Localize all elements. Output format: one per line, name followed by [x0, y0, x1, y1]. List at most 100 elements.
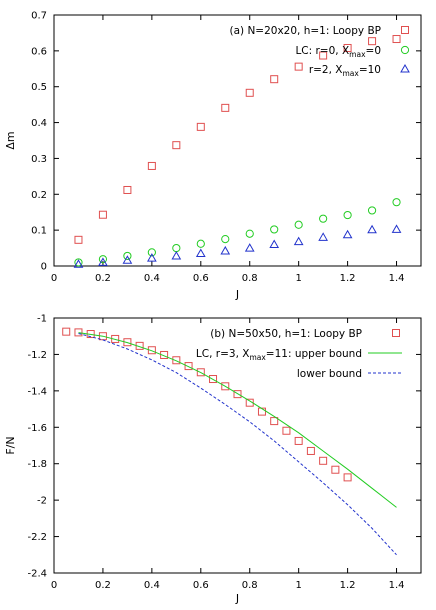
y-tick-label-b: -2	[37, 496, 47, 507]
data-point-a-s0	[172, 141, 181, 150]
data-point-b-s0	[184, 362, 193, 371]
data-point-a-s1	[147, 248, 156, 257]
data-point-a-s0	[98, 210, 107, 219]
x-tick-label-a: 1.4	[389, 273, 405, 284]
y-tick-label-b: -2.2	[27, 532, 47, 543]
x-tick-label-b: 1	[295, 580, 301, 591]
y-tick-label-b: -1.6	[27, 423, 47, 434]
x-tick-label-b: 1.2	[340, 580, 356, 591]
data-point-a-s0	[74, 235, 83, 244]
data-point-a-s1	[392, 198, 401, 207]
legend-marker-b-s0	[392, 329, 400, 337]
x-tick-label-b: 0.6	[193, 580, 209, 591]
x-tick-label-b: 1.4	[389, 580, 405, 591]
data-point-a-s0	[147, 161, 156, 170]
data-point-a-s0	[343, 43, 352, 52]
data-point-a-s2	[195, 248, 206, 257]
data-point-a-s2	[318, 232, 328, 241]
data-point-a-s2	[269, 239, 280, 248]
data-point-a-s1	[367, 206, 377, 215]
y-tick-label-b: -1	[37, 314, 47, 325]
data-point-a-s1	[74, 258, 83, 267]
panel-b: 0 0.2 0.4 0.6 0.8 1 1.2 1.4 -1 -1.2 -1.4 -1.6 -1.8 -2…	[4, 314, 422, 605]
y-tick-label-a: 0.1	[31, 226, 47, 237]
data-point-a-s2	[342, 229, 353, 239]
data-point-a-s1	[245, 229, 254, 238]
data-point-a-s1	[123, 251, 132, 261]
data-point-b-s0	[294, 436, 303, 445]
data-point-b-s0	[74, 328, 83, 337]
data-point-a-s2	[220, 245, 231, 255]
data-point-a-s0	[368, 37, 377, 46]
data-point-a-s0	[392, 35, 401, 44]
data-point-a-s2	[73, 259, 84, 268]
data-point-a-s1	[221, 235, 230, 244]
data-point-b-s0	[172, 356, 181, 365]
x-tick-label-b: 0.4	[144, 580, 160, 591]
data-point-a-s0	[245, 88, 254, 97]
data-point-b-s0	[123, 338, 132, 347]
legend-b-label-upper-bound: LC, r=3, Xmax=11: upper bound	[196, 348, 362, 362]
data-point-b-s0	[196, 368, 205, 377]
series-line-b-s1	[78, 332, 397, 508]
data-point-b-s0	[221, 382, 230, 391]
data-point-b-s0	[209, 375, 218, 384]
legend-a: (a) N=20x20, h=1: Loopy BP LC: r=0, Xmax…	[229, 25, 410, 78]
y-tick-label-a: 0.3	[31, 154, 47, 165]
data-point-a-s1	[98, 255, 108, 264]
data-point-b-s0	[62, 327, 71, 336]
data-point-a-s0	[319, 51, 328, 60]
x-tick-label-a: 0.4	[144, 273, 160, 284]
x-tick-label-b: 0	[51, 580, 57, 591]
series-line-b-s2	[78, 333, 397, 556]
data-point-a-s2	[244, 243, 255, 252]
data-point-a-s1	[196, 239, 205, 248]
data-point-a-s2	[293, 236, 304, 246]
data-point-b-s0	[319, 456, 328, 465]
data-point-a-s1	[319, 214, 328, 223]
data-point-b-s0	[270, 417, 279, 426]
panel-a: 0 0.2 0.4 0.6 0.8 1 1.2 1.4 0 0.1 0.2 0.3 0.4 0.5 0.6 0…	[4, 11, 422, 301]
data-point-a-s0	[196, 122, 205, 131]
data-point-a-s2	[391, 224, 402, 233]
data-point-a-s2	[98, 257, 108, 266]
data-point-b-s0	[331, 465, 340, 474]
x-tick-label-a: 1	[295, 273, 301, 284]
legend-a-label-r2: r=2, Xmax=10	[309, 64, 381, 78]
data-point-b-s0	[147, 346, 156, 355]
x-tick-label-a: 0	[51, 273, 57, 284]
y-tick-label-a: 0.4	[31, 118, 47, 129]
legend-a-label-lc-r0: LC: r=0, Xmax=0	[295, 45, 381, 59]
legend-b-label-loopy-bp: (b) N=50x50, h=1: Loopy BP	[210, 328, 362, 340]
data-point-a-s0	[123, 185, 132, 194]
y-tick-label-a: 0.7	[31, 11, 47, 22]
legend-a-label-loopy-bp: (a) N=20x20, h=1: Loopy BP	[229, 25, 381, 37]
legend-marker-a-s1	[400, 45, 410, 55]
data-point-b-s0	[233, 390, 242, 399]
x-tick-label-b: 0.8	[242, 580, 258, 591]
data-point-b-s0	[282, 426, 291, 435]
x-tick-label-a: 0.2	[95, 273, 111, 284]
x-axis-label-a: J	[235, 288, 239, 301]
legend-b: (b) N=50x50, h=1: Loopy BP LC, r=3, Xmax…	[196, 328, 402, 380]
y-axis-label-a: Δm	[4, 131, 17, 149]
y-tick-label-a: 0	[41, 262, 47, 273]
x-axis-label-b: J	[235, 592, 239, 605]
legend-b-label-lower-bound: lower bound	[297, 368, 362, 380]
y-tick-label-a: 0.2	[31, 190, 47, 201]
data-point-a-s2	[367, 224, 377, 234]
y-tick-label-b: -2.4	[27, 569, 47, 580]
x-tick-label-a: 0.6	[193, 273, 209, 284]
data-point-a-s2	[147, 253, 157, 262]
x-tick-label-b: 0.2	[95, 580, 111, 591]
data-point-a-s0	[270, 75, 279, 84]
data-point-a-s1	[343, 210, 352, 220]
data-point-a-s1	[172, 243, 181, 253]
y-tick-label-a: 0.5	[31, 82, 47, 93]
data-point-a-s0	[294, 62, 303, 71]
data-point-a-s2	[171, 250, 182, 260]
y-tick-label-b: -1.8	[27, 459, 47, 470]
y-tick-label-a: 0.6	[31, 46, 47, 57]
plot-frame-a	[53, 14, 422, 267]
